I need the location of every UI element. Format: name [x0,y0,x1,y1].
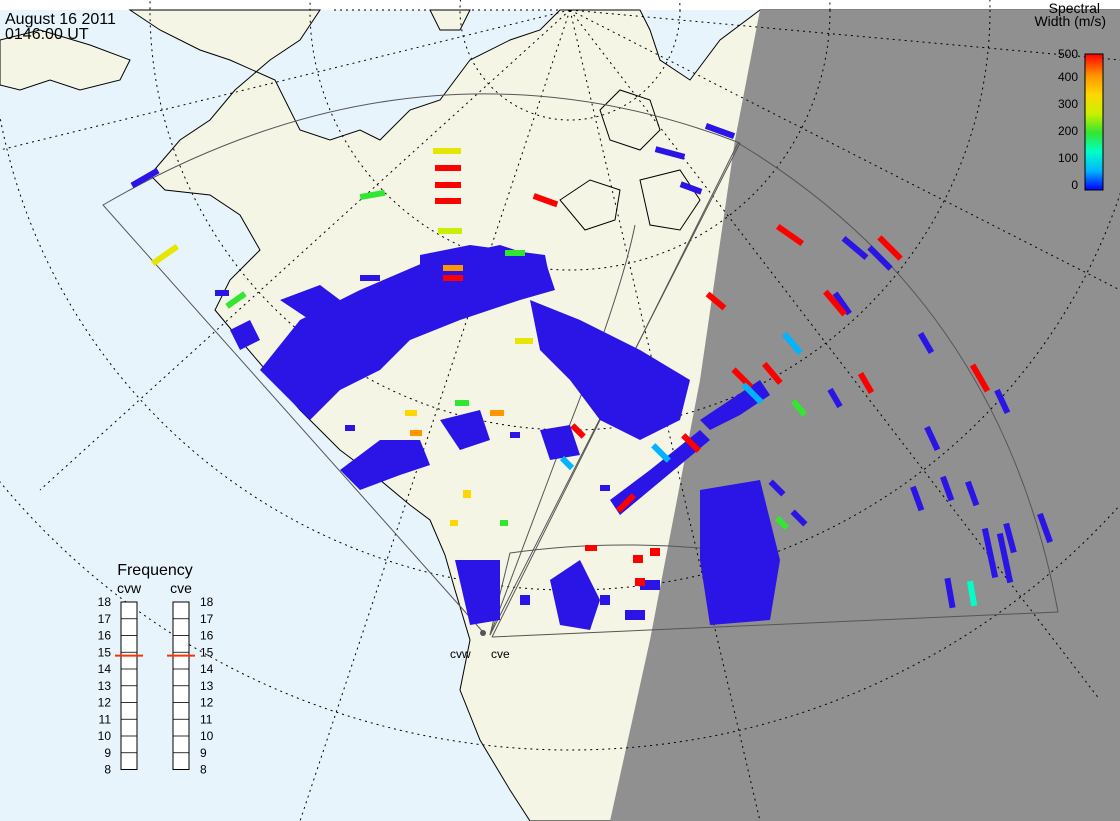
frequency-tick-right: 13 [200,679,214,693]
frequency-tick-left: 13 [98,679,112,693]
frequency-tick-left: 9 [104,746,111,760]
colorbar-tick-0: 0 [1071,178,1078,192]
frequency-tick-left: 12 [98,696,112,710]
frequency-scale: 18 18 17 17 16 16 15 15 14 14 13 13 12 12 11 11 10 10 9 9 8 8 [98,595,214,777]
frequency-radar-cvw-label: cvw [117,580,142,596]
frequency-tick-left: 18 [98,595,112,609]
frequency-tick-right: 8 [200,763,207,777]
frequency-tick-left: 16 [98,629,112,643]
colorbar-tick-100: 100 [1058,151,1078,165]
radar-scatter-high [150,148,991,607]
frequency-tick-right: 10 [200,729,214,743]
frequency-tick-left: 17 [98,612,112,626]
colorbar-tick-500: 500 [1058,47,1078,61]
frequency-tick-left: 11 [99,712,112,726]
frequency-tick-left: 14 [98,662,112,676]
colorbar-tick-200: 200 [1058,124,1078,138]
frequency-tick-right: 9 [200,746,207,760]
frequency-tick-left: 8 [104,763,111,777]
frequency-radar-cve-label: cve [170,580,192,596]
frequency-tick-right: 14 [200,662,214,676]
colorbar-tick-300: 300 [1058,97,1078,111]
colorbar-tick-400: 400 [1058,70,1078,84]
frequency-tick-right: 18 [200,595,214,609]
colorbar: 500 400 300 200 100 0 Spectral Width (m/… [1034,0,1106,192]
frequency-tick-left: 10 [98,729,112,743]
frequency-tick-left: 15 [98,645,112,659]
frequency-tick-right: 15 [200,645,214,659]
radar-fov [102,93,1059,638]
station-markers: cvw cve [450,630,510,661]
station-cvw-marker [480,630,486,636]
frequency-tick-right: 17 [200,612,214,626]
colorbar-title-line2: Width (m/s) [1034,13,1106,29]
frequency-tick-right: 16 [200,629,214,643]
date-label: August 16 2011 [5,11,116,28]
frequency-title: Frequency [117,562,193,579]
colorbar-gradient [1084,53,1104,191]
frequency-tick-right: 12 [200,696,214,710]
frequency-panel: Frequency cvw cve 18 18 17 17 16 16 15 15 14 14 13… [98,562,214,777]
frequency-tick-right: 11 [200,712,213,726]
time-label: 0146:00 UT [5,26,89,43]
station-cve-label: cve [491,647,510,661]
colorbar-title-line1: Spectral [1049,0,1100,16]
station-cvw-label: cvw [450,647,471,661]
